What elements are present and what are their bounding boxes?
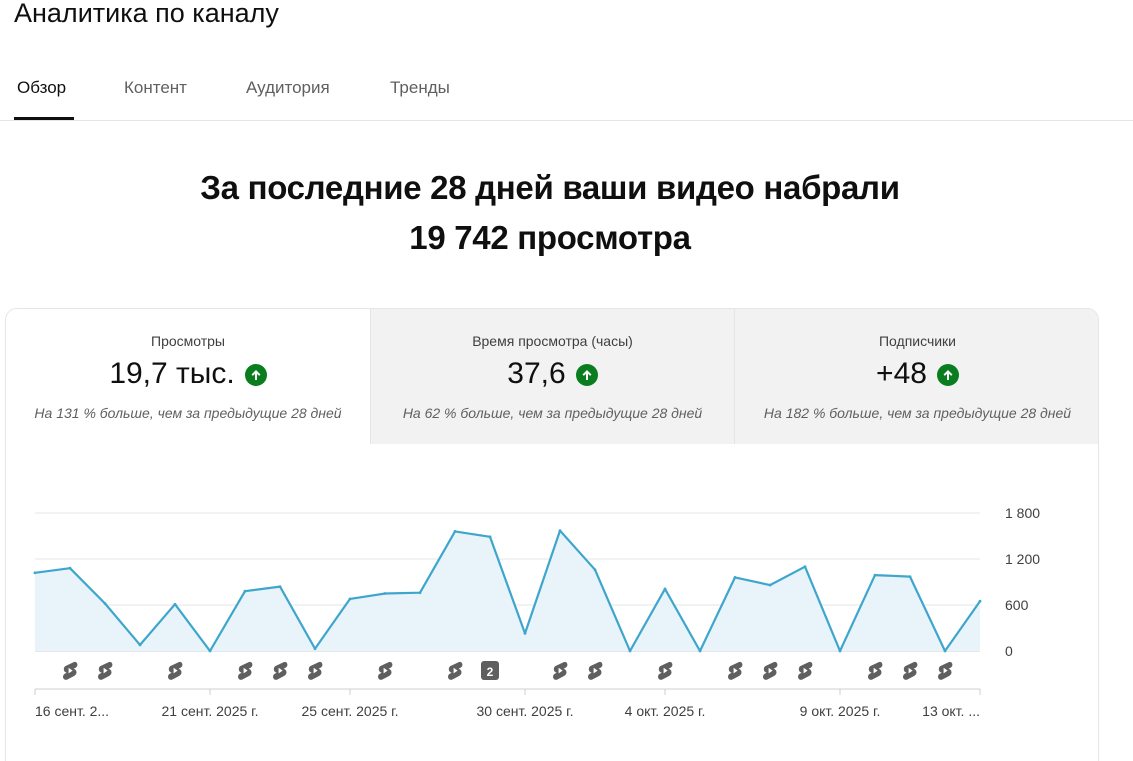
y-tick-label: 1 800 xyxy=(1005,505,1040,521)
data-point xyxy=(488,535,492,539)
shorts-icon[interactable] xyxy=(763,661,778,680)
shorts-icon[interactable] xyxy=(553,661,568,680)
arrow-up-icon xyxy=(244,364,267,386)
metric-value: +48 xyxy=(876,357,927,390)
data-point xyxy=(908,575,912,579)
data-point xyxy=(733,576,737,579)
data-point xyxy=(698,649,702,653)
shorts-icon[interactable] xyxy=(938,661,953,680)
shorts-icon[interactable] xyxy=(903,661,918,680)
data-point xyxy=(418,591,422,595)
shorts-icon[interactable] xyxy=(168,661,183,680)
x-tick-label: 4 окт. 2025 г. xyxy=(625,703,706,719)
data-point xyxy=(453,530,457,533)
tab-content[interactable]: Контент xyxy=(124,78,187,97)
tab-overview[interactable]: Обзор xyxy=(17,78,67,97)
data-point xyxy=(103,602,107,605)
active-tab-indicator xyxy=(14,117,74,120)
shorts-icon[interactable] xyxy=(728,661,743,680)
shorts-icon[interactable] xyxy=(98,661,113,680)
shorts-icon[interactable] xyxy=(588,661,603,680)
tab-bar: Обзор Контент Аудитория Тренды xyxy=(0,62,1133,121)
summary-headline-line2: 19 742 просмотра xyxy=(409,219,691,256)
x-tick-label: 30 сент. 2025 г. xyxy=(477,703,574,719)
x-tick-label: 16 сент. 2... xyxy=(35,703,109,719)
series-line xyxy=(34,529,981,653)
metric-value: 37,6 xyxy=(507,357,566,390)
shorts-icon[interactable] xyxy=(798,661,813,680)
shorts-icon[interactable] xyxy=(273,661,288,680)
metrics-card: Просмотры 19,7 тыс. На 131 % больше, чем… xyxy=(5,308,1099,761)
shorts-icon[interactable] xyxy=(378,661,393,680)
y-tick-label: 1 200 xyxy=(1005,551,1040,567)
summary-headline-line1: За последние 28 дней ваши видео набрали xyxy=(200,169,900,206)
metric-tab-subscribers[interactable]: Подписчики +48 На 182 % больше, чем за п… xyxy=(734,309,1098,444)
y-tick-label: 600 xyxy=(1005,597,1029,613)
data-point xyxy=(593,568,597,572)
data-point xyxy=(873,573,877,577)
data-point xyxy=(208,649,212,653)
data-point xyxy=(138,643,142,647)
metric-comparison-note: На 131 % больше, чем за предыдущие 28 дн… xyxy=(34,405,342,421)
metric-label: Просмотры xyxy=(151,333,225,349)
data-point xyxy=(523,631,527,635)
data-point xyxy=(838,649,842,653)
x-tick-label: 9 окт. 2025 г. xyxy=(800,703,881,719)
arrow-up-icon xyxy=(575,364,598,386)
page-title: Аналитика по каналу xyxy=(14,0,279,28)
tab-audience[interactable]: Аудитория xyxy=(246,78,330,97)
shorts-icon[interactable] xyxy=(308,661,323,680)
data-point xyxy=(68,566,72,570)
data-point xyxy=(978,599,982,603)
metric-comparison-note: На 62 % больше, чем за предыдущие 28 дне… xyxy=(402,405,703,421)
x-tick-label: 25 сент. 2025 г. xyxy=(302,703,399,719)
metric-comparison-note: На 182 % больше, чем за предыдущие 28 дн… xyxy=(763,405,1072,421)
x-tick-label: 13 окт. ... xyxy=(922,703,980,719)
data-point xyxy=(243,589,247,593)
data-point xyxy=(628,649,632,653)
arrow-up-icon xyxy=(936,364,959,386)
tab-trends[interactable]: Тренды xyxy=(390,78,450,97)
metric-tab-views[interactable]: Просмотры 19,7 тыс. На 131 % больше, чем… xyxy=(6,309,370,444)
data-point xyxy=(943,649,947,653)
data-point xyxy=(768,583,772,587)
x-tick-label: 21 сент. 2025 г. xyxy=(162,703,259,719)
data-point xyxy=(663,587,667,591)
shorts-icon[interactable] xyxy=(63,661,78,680)
metric-label: Время просмотра (часы) xyxy=(472,333,633,349)
data-point xyxy=(348,597,352,601)
series-area xyxy=(35,530,980,651)
data-point xyxy=(278,585,282,588)
shorts-icon[interactable] xyxy=(868,661,883,680)
data-point xyxy=(383,592,387,595)
summary-headline: За последние 28 дней ваши видео набрали … xyxy=(0,163,1100,263)
data-point xyxy=(803,565,807,569)
data-point xyxy=(558,529,562,533)
data-point xyxy=(173,602,177,606)
shorts-icon[interactable] xyxy=(238,661,253,680)
metric-value: 19,7 тыс. xyxy=(109,357,235,390)
metric-label: Подписчики xyxy=(878,333,956,349)
metric-tab-watch-time[interactable]: Время просмотра (часы) 37,6 На 62 % боль… xyxy=(370,309,734,444)
y-tick-label: 0 xyxy=(1005,643,1013,659)
data-point xyxy=(33,571,37,575)
upload-count-label: 2 xyxy=(487,665,494,679)
shorts-icon[interactable] xyxy=(448,661,463,680)
upload-count-badge xyxy=(481,661,499,680)
shorts-icon[interactable] xyxy=(658,661,673,680)
data-point xyxy=(313,647,317,651)
